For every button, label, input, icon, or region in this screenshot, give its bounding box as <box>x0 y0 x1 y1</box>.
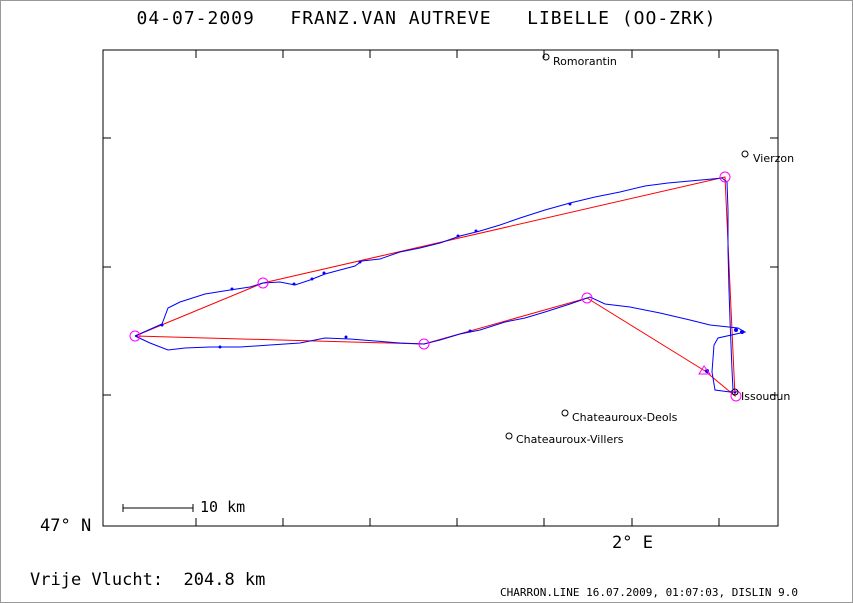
latitude-label: 47° N <box>40 516 92 536</box>
chateauroux-deols-marker <box>561 409 569 417</box>
plot-border <box>102 49 779 527</box>
turnpoint-1 <box>257 277 269 289</box>
distance-summary: Vrije Vlucht: 204.8 km <box>30 570 266 590</box>
scale-bar-label: 10 km <box>200 498 246 516</box>
credits-text: CHARRON.LINE 16.07.2009, 01:07:03, DISLI… <box>500 586 799 599</box>
place-issoudun: Issoudun <box>741 390 791 403</box>
scale-bar <box>122 504 194 512</box>
place-romorantin: Romorantin <box>553 55 617 68</box>
turnpoint-triangle <box>698 365 711 375</box>
turnpoint-3 <box>730 390 742 402</box>
longitude-label: 2° E <box>612 533 653 553</box>
turnpoint-2 <box>719 171 731 183</box>
vierzon-marker <box>741 150 749 158</box>
place-chateauroux-villers: Chateauroux-Villers <box>516 433 624 446</box>
turnpoints <box>129 171 742 402</box>
thermal-markers <box>160 202 744 394</box>
chateauroux-villers-marker <box>505 432 513 440</box>
map-title: 04-07-2009 FRANZ.VAN AUTREVE LIBELLE (OO… <box>0 8 853 29</box>
flight-date: 04-07-2009 <box>136 8 255 29</box>
turnpoint-finish <box>418 338 430 350</box>
task-route <box>134 176 736 398</box>
turnpoint-4 <box>581 292 593 304</box>
issoudun-marker <box>731 388 739 396</box>
glider-name: LIBELLE (OO-ZRK) <box>527 8 717 29</box>
place-markers <box>505 53 749 440</box>
turnpoint-start <box>129 330 141 342</box>
pilot-name: FRANZ.VAN AUTREVE <box>290 8 492 29</box>
romorantin-marker <box>542 53 550 61</box>
axis-ticks <box>103 50 778 526</box>
place-chateauroux-deols: Chateauroux-Deols <box>572 411 678 424</box>
flight-track <box>134 177 747 393</box>
place-vierzon: Vierzon <box>753 152 795 165</box>
